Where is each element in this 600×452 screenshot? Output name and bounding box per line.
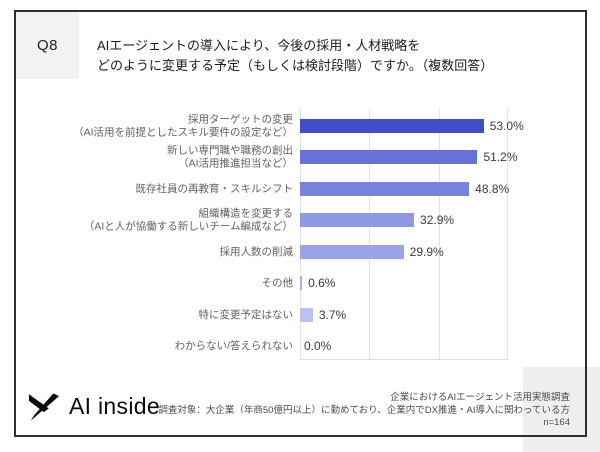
bar-row: 採用ターゲットの変更 （AI活用を前提としたスキル要件の設定など） 53.0% — [0, 114, 600, 139]
value-label: 3.7% — [318, 308, 347, 322]
category-label: 既存社員の再教育・スキルシフト — [135, 182, 294, 195]
question-title-line1: AIエージェントの導入により、今後の採用・人材戦略を — [97, 38, 421, 53]
corner-accent-block — [523, 367, 600, 452]
gridline-60pct — [507, 109, 508, 359]
bar — [300, 245, 404, 259]
question-title: AIエージェントの導入により、今後の採用・人材戦略を どのように変更する予定（も… — [97, 36, 493, 75]
ai-inside-logo-icon — [28, 393, 60, 421]
bar-row: 新しい専門職や職務の創出 （AI活用推進担当など） 51.2% — [0, 145, 600, 170]
gridline-40pct — [439, 109, 440, 359]
value-label: 53.0% — [489, 119, 524, 133]
question-number-box: Q8 — [16, 12, 79, 79]
value-label: 48.8% — [475, 182, 510, 196]
gridline-20pct — [369, 109, 370, 359]
bar-row: 既存社員の再教育・スキルシフト 48.8% — [0, 182, 600, 196]
category-label: 採用ターゲットの変更 （AI活用を前提としたスキル要件の設定など） — [73, 113, 293, 139]
question-title-line2: どのように変更する予定（もしくは検討段階）ですか。（複数回答） — [97, 57, 494, 73]
category-label: その他 — [261, 276, 294, 289]
value-label: 32.9% — [420, 213, 455, 227]
category-label: 特に変更予定はない — [198, 308, 294, 321]
sample-size: n=164 — [543, 417, 570, 428]
category-label: 採用人数の削減 — [219, 245, 294, 258]
bar — [300, 276, 303, 290]
value-label: 51.2% — [483, 150, 518, 164]
category-label: 新しい専門職や職務の創出 （AI活用推進担当など） — [167, 144, 293, 170]
category-label: わからない/答えられない — [174, 339, 293, 352]
bar-row: 採用人数の削減 29.9% — [0, 245, 600, 259]
gridline-0pct — [300, 109, 301, 359]
bar — [300, 308, 313, 322]
bar — [300, 213, 415, 227]
value-label: 0.0% — [304, 339, 332, 353]
question-number: Q8 — [36, 37, 58, 54]
value-label: 0.6% — [308, 276, 336, 290]
ai-inside-logo: AI inside — [28, 392, 160, 421]
bar — [300, 182, 470, 196]
bar-row: 特に変更予定はない 3.7% — [0, 308, 600, 322]
bar — [300, 150, 478, 164]
bar-row: わからない/答えられない 0.0% — [0, 339, 600, 353]
value-label: 29.9% — [409, 245, 444, 259]
bar-row: 組織構造を変更する （AIと人が協働する新しいチーム編成など） 32.9% — [0, 208, 600, 233]
source-line2: 調査対象：大企業（年商50億円以上）に勤めており、企業内でDX推進・AI導入に関… — [158, 404, 570, 416]
category-label: 組織構造を変更する （AIと人が協働する新しいチーム編成など） — [83, 207, 293, 233]
bar — [300, 119, 484, 133]
plot-area — [300, 109, 508, 360]
ai-inside-logo-text: AI inside — [69, 393, 160, 419]
bar-row: その他 0.6% — [0, 276, 600, 290]
source-line1: 企業におけるAIエージェント活用実態調査 — [390, 392, 570, 403]
survey-source-note: 企業におけるAIエージェント活用実態調査 調査対象：大企業（年商50億円以上）に… — [158, 392, 570, 430]
